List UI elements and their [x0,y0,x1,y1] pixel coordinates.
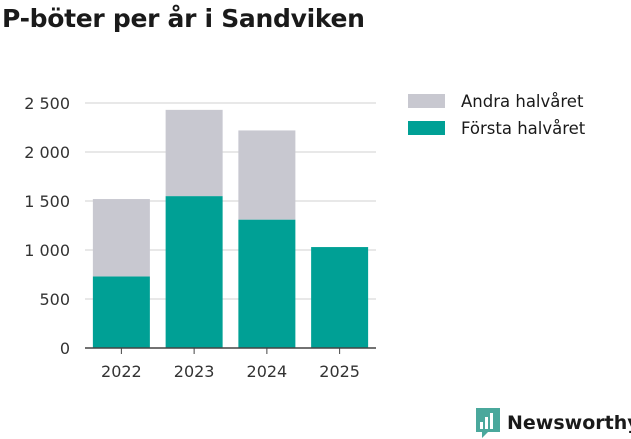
y-axis-ticks: 0 500 1 000 1 500 2 000 2 500 [24,94,70,358]
y-tick-label: 1 000 [24,241,70,260]
y-tick-label: 1 500 [24,192,70,211]
bar-segment[interactable] [92,199,150,277]
legend-label: Första halvåret [461,119,586,138]
y-tick-label: 2 500 [24,94,70,113]
legend-swatch [408,121,445,135]
legend[interactable]: Andra halvåret Första halvåret [408,92,586,138]
x-axis-ticks: 2022 2023 2024 2025 [101,348,360,381]
x-tick-label: 2024 [247,362,288,381]
bar-segment[interactable] [165,196,223,348]
x-tick-label: 2022 [101,362,142,381]
x-tick-label: 2023 [174,362,215,381]
newsworthy-brand: Newsworthy [476,408,631,438]
y-tick-label: 0 [60,339,70,358]
legend-swatch [408,94,445,108]
bar-segment[interactable] [311,247,369,348]
y-tick-label: 500 [39,290,70,309]
bar-segment[interactable] [238,130,296,220]
legend-label: Andra halvåret [461,92,584,111]
chart-title: P-böter per år i Sandviken [2,4,365,33]
x-tick-label: 2025 [319,362,360,381]
bar-segment[interactable] [238,219,296,348]
bar-segment[interactable] [92,276,150,348]
bar-segment[interactable] [165,109,223,197]
y-tick-label: 2 000 [24,143,70,162]
bars [92,109,369,348]
newsworthy-logo-icon [476,408,500,438]
newsworthy-brand-name: Newsworthy [507,412,631,434]
